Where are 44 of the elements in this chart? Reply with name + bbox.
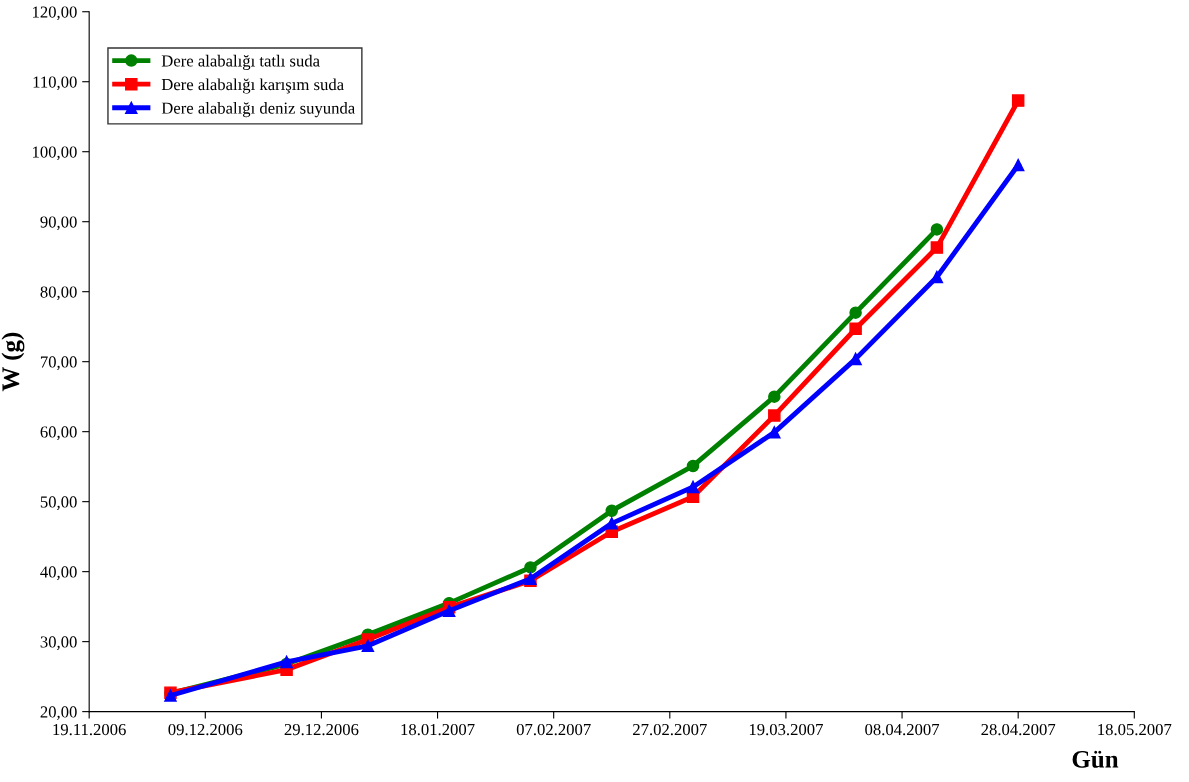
point — [930, 241, 944, 254]
point — [686, 480, 700, 494]
y-tick-label: 40,00 — [40, 566, 77, 580]
point — [768, 426, 781, 439]
legend-label: Dere alabalığı deniz suyunda — [161, 102, 355, 118]
point — [849, 352, 862, 366]
point — [768, 409, 781, 422]
x-tick-label: 19.11.2006 — [53, 723, 126, 736]
point — [1011, 94, 1025, 107]
x-tick-label: 19.03.2007 — [749, 723, 823, 736]
legend-label: Dere alabalığı karışım suda — [161, 78, 344, 94]
x-axis-title: Gün — [1072, 750, 1119, 768]
x-tick-label: 18.01.2007 — [401, 723, 475, 736]
y-tick-label: 120,00 — [33, 6, 77, 21]
y-axis-title: W (g) — [1, 332, 25, 392]
x-tick-label: 07.02.2007 — [516, 723, 591, 736]
point — [930, 223, 944, 236]
x-tick-label: 28.04.2007 — [981, 723, 1056, 736]
y-tick-label: 110,00 — [33, 76, 77, 91]
y-tick-label: 20,00 — [40, 706, 77, 720]
y-tick-label: 70,00 — [40, 356, 77, 371]
point — [849, 322, 862, 336]
y-tick-label: 90,00 — [40, 216, 77, 231]
point — [442, 604, 456, 618]
x-tick-label: 18.05.2007 — [1098, 723, 1172, 736]
point — [361, 639, 375, 653]
x-tick-label: 09.12.2006 — [168, 723, 243, 736]
y-tick-label: 30,00 — [40, 636, 77, 650]
legend-label: Dere alabalığı tatlı suda — [161, 54, 320, 70]
point — [605, 504, 618, 518]
y-tick-label: 100,00 — [33, 146, 77, 161]
point — [686, 459, 700, 473]
y-tick-label: 80,00 — [40, 286, 77, 301]
point — [849, 306, 862, 319]
point — [605, 517, 618, 530]
x-tick-label: 29.12.2006 — [284, 723, 359, 736]
y-tick-label: 50,00 — [40, 496, 77, 510]
point — [524, 561, 537, 574]
y-tick-label: 60,00 — [40, 426, 77, 441]
point — [1011, 158, 1025, 172]
x-tick-label: 27.02.2007 — [633, 723, 707, 736]
point — [768, 390, 781, 403]
x-tick-label: 08.04.2007 — [865, 723, 940, 736]
point — [930, 270, 944, 284]
